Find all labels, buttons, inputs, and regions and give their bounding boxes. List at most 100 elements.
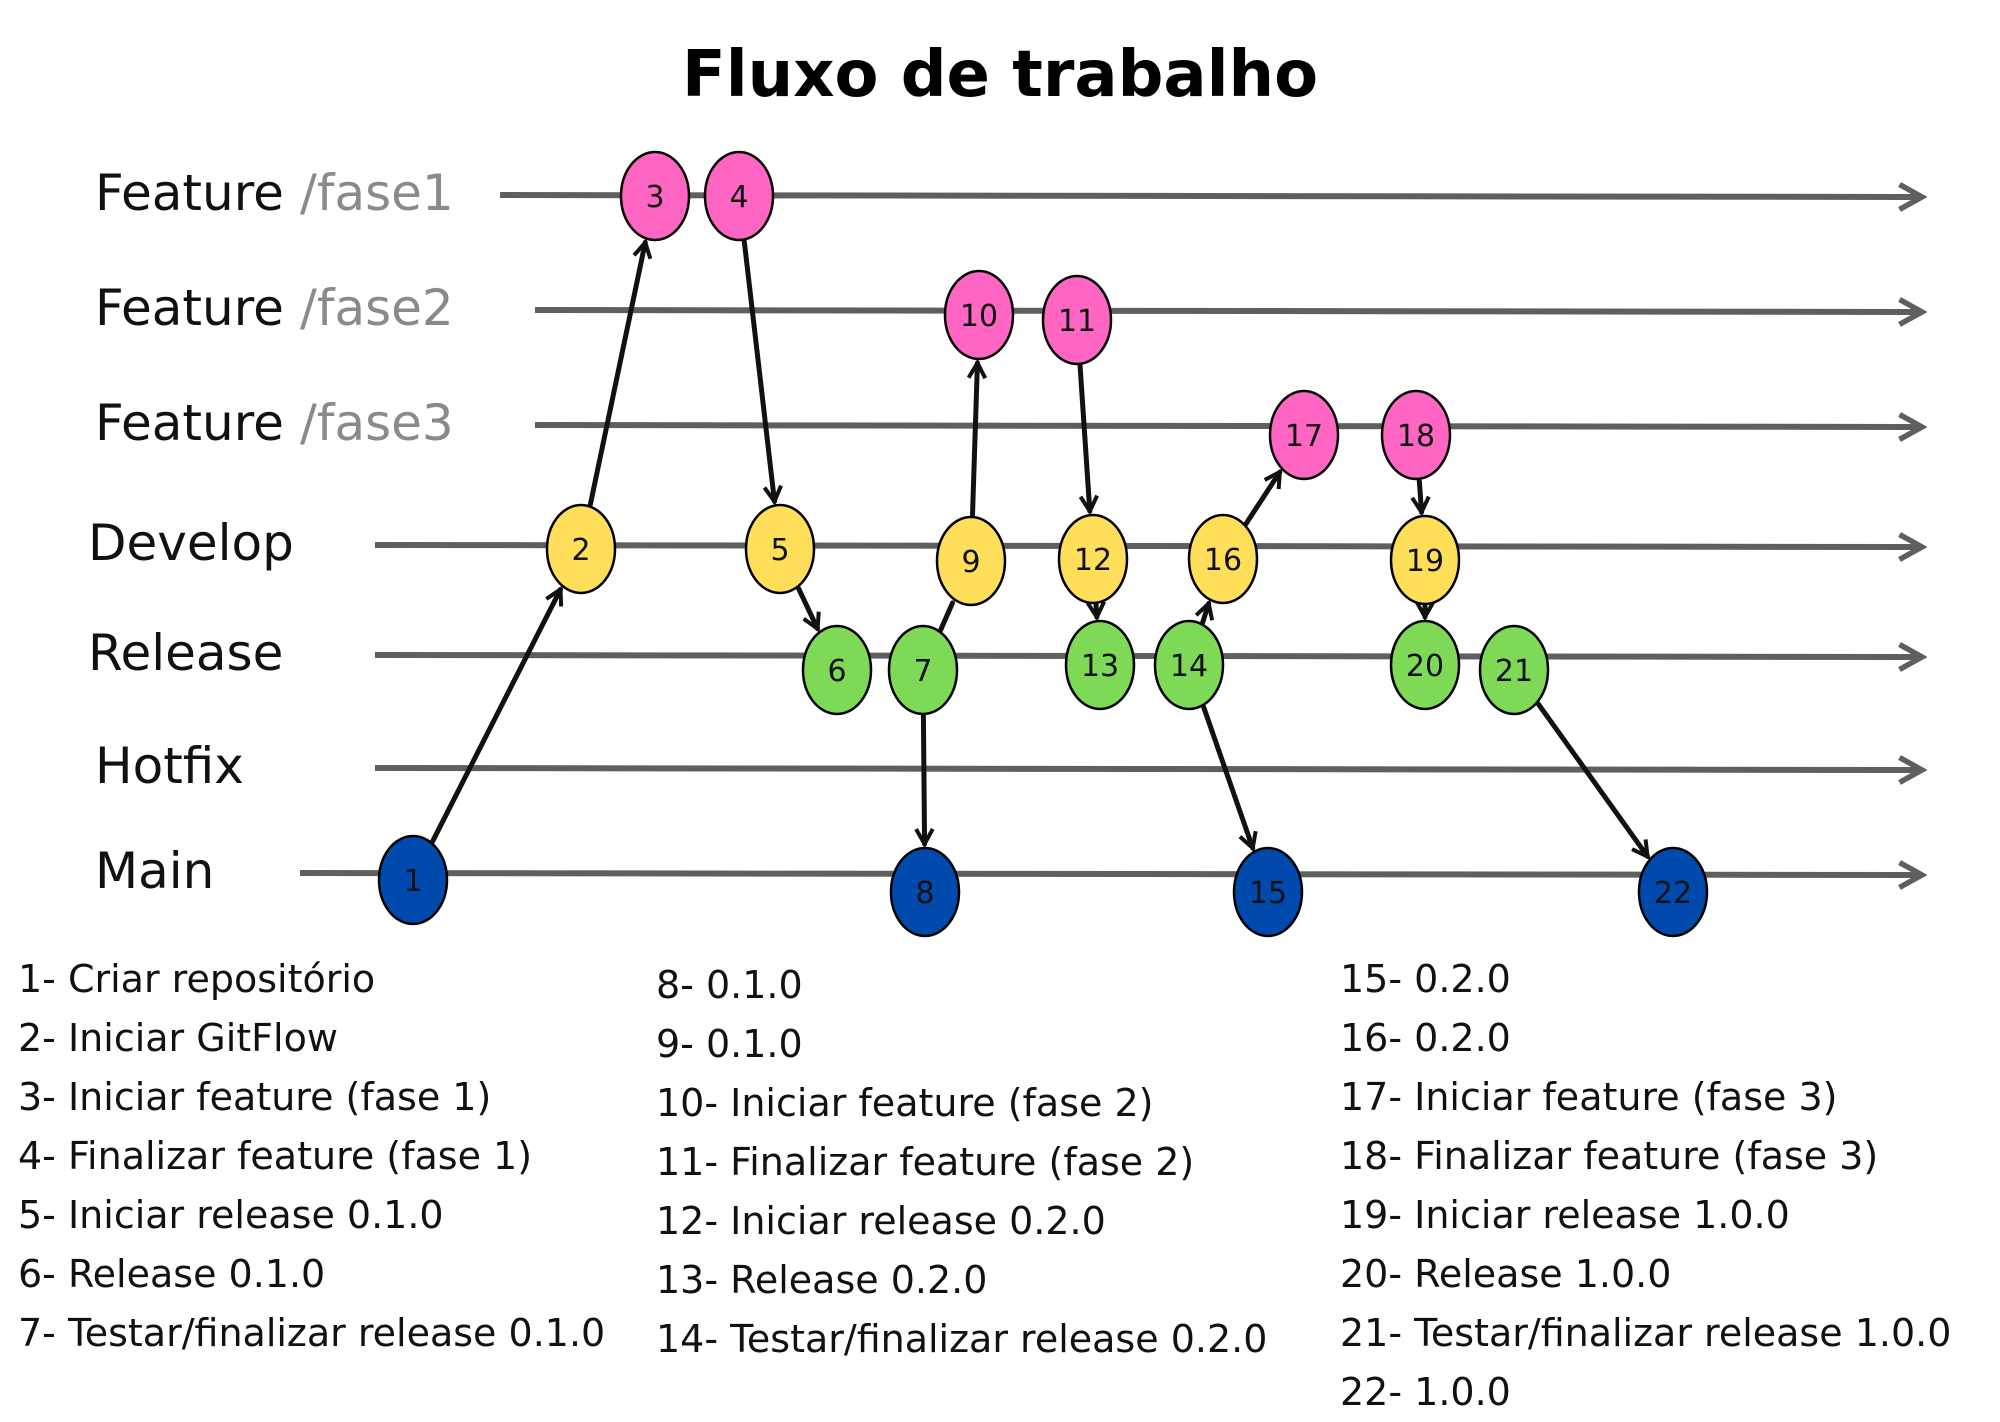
- lane-line-hotfix: [374, 768, 1922, 770]
- legend-item: 20- Release 1.0.0: [1340, 1252, 1672, 1296]
- legend-item: 15- 0.2.0: [1340, 957, 1511, 1001]
- node-label-16: 16: [1204, 543, 1242, 578]
- edge-7-to-8: [923, 713, 924, 844]
- legend-item: 18- Finalizar feature (fase 3): [1340, 1134, 1879, 1178]
- lane-sublabel-feature2: /fase2: [300, 279, 454, 337]
- legend-column-1: 1- Criar repositório 2- Iniciar GitFlow 3-…: [18, 950, 605, 1363]
- legend-item: 14- Testar/finalizar release 0.2.0: [656, 1317, 1268, 1361]
- node-shape-6: [801, 624, 873, 716]
- legend-item: 13- Release 0.2.0: [656, 1258, 988, 1302]
- node-label-20: 20: [1406, 649, 1444, 684]
- node-label-21: 21: [1495, 654, 1533, 689]
- lane-label-develop: Develop: [88, 514, 294, 572]
- node-label-6: 6: [827, 654, 846, 689]
- lane-line-feature2: [534, 310, 1922, 312]
- node-shape-11: [1041, 274, 1113, 366]
- node-19: 19: [1389, 514, 1461, 606]
- node-shape-12: [1057, 513, 1129, 605]
- node-label-18: 18: [1397, 419, 1435, 454]
- node-18: 18: [1380, 389, 1452, 481]
- edge-14-to-15: [1201, 704, 1253, 848]
- edge-14-to-16: [1203, 603, 1209, 625]
- node-shape-21: [1478, 624, 1550, 716]
- edge-5-to-6: [796, 585, 818, 628]
- edge-7-to-9: [938, 600, 956, 633]
- node-label-5: 5: [770, 533, 789, 568]
- node-label-14: 14: [1170, 649, 1208, 684]
- legend-item: 5- Iniciar release 0.1.0: [18, 1193, 444, 1237]
- node-shape-4: [703, 150, 775, 242]
- node-11: 11: [1041, 274, 1113, 366]
- lane-label-feature3: Feature: [95, 394, 284, 452]
- node-label-19: 19: [1406, 544, 1444, 579]
- node-shape-14: [1153, 619, 1225, 711]
- legend-item: 17- Iniciar feature (fase 3): [1340, 1075, 1838, 1119]
- node-shape-9: [935, 515, 1007, 607]
- node-label-8: 8: [915, 876, 934, 911]
- lane-label-main: Main: [95, 842, 214, 900]
- edge-12-to-13: [1096, 605, 1097, 617]
- node-3: 3: [619, 150, 691, 242]
- legend-item: 9- 0.1.0: [656, 1022, 803, 1066]
- node-label-7: 7: [913, 654, 932, 689]
- node-label-4: 4: [729, 180, 748, 215]
- lane-line-release: [374, 655, 1922, 657]
- node-4: 4: [703, 150, 775, 242]
- lane-label-feature1: Feature: [95, 164, 284, 222]
- edge-4-to-5: [741, 238, 774, 501]
- node-21: 21: [1478, 624, 1550, 716]
- node-label-9: 9: [961, 545, 980, 580]
- legend-item: 16- 0.2.0: [1340, 1016, 1511, 1060]
- node-6: 6: [801, 624, 873, 716]
- legend-item: 10- Iniciar feature (fase 2): [656, 1081, 1154, 1125]
- edge-9-to-10: [972, 363, 977, 518]
- legend-item: 3- Iniciar feature (fase 1): [18, 1075, 492, 1119]
- lane-label-hotfix: Hotfix: [95, 737, 244, 795]
- edge-2-to-3: [587, 242, 645, 508]
- node-shape-1: [377, 834, 449, 926]
- node-shape-19: [1389, 514, 1461, 606]
- legend-item: 6- Release 0.1.0: [18, 1252, 326, 1296]
- legend-item: 8- 0.1.0: [656, 963, 803, 1007]
- lane-sublabel-feature1: /fase1: [300, 164, 454, 222]
- node-shape-15: [1232, 846, 1304, 938]
- node-13: 13: [1064, 619, 1136, 711]
- node-label-2: 2: [571, 533, 590, 568]
- node-shape-18: [1380, 389, 1452, 481]
- lane-sublabel-feature3: /fase3: [300, 394, 454, 452]
- edge-18-to-19: [1419, 478, 1421, 512]
- legend-item: 4- Finalizar feature (fase 1): [18, 1134, 533, 1178]
- node-5: 5: [744, 503, 816, 595]
- node-shape-17: [1268, 389, 1340, 481]
- node-label-17: 17: [1285, 419, 1323, 454]
- node-shape-7: [887, 624, 959, 716]
- node-2: 2: [545, 503, 617, 595]
- node-shape-5: [744, 503, 816, 595]
- node-label-3: 3: [645, 180, 664, 215]
- node-shape-20: [1389, 619, 1461, 711]
- node-22: 22: [1637, 846, 1709, 938]
- node-1: 1: [377, 834, 449, 926]
- node-shape-8: [889, 846, 961, 938]
- node-12: 12: [1057, 513, 1129, 605]
- node-shape-2: [545, 503, 617, 595]
- node-16: 16: [1187, 513, 1259, 605]
- legend-item: 21- Testar/finalizar release 1.0.0: [1340, 1311, 1952, 1355]
- edge-21-to-22: [1535, 701, 1651, 857]
- node-8: 8: [889, 846, 961, 938]
- node-label-15: 15: [1249, 876, 1287, 911]
- legend-item: 1- Criar repositório: [18, 957, 376, 1001]
- node-label-13: 13: [1081, 649, 1119, 684]
- edge-11-to-12: [1077, 363, 1090, 511]
- node-label-1: 1: [403, 864, 422, 899]
- node-label-11: 11: [1058, 304, 1096, 339]
- legend-item: 12- Iniciar release 0.2.0: [656, 1199, 1106, 1243]
- node-shape-13: [1064, 619, 1136, 711]
- node-label-12: 12: [1074, 543, 1112, 578]
- legend-column-3: 15- 0.2.0 16- 0.2.0 17- Iniciar feature (f…: [1340, 950, 1951, 1422]
- node-14: 14: [1153, 619, 1225, 711]
- lane-label-feature2: Feature: [95, 279, 284, 337]
- diagram-title: Fluxo de trabalho: [681, 38, 1319, 112]
